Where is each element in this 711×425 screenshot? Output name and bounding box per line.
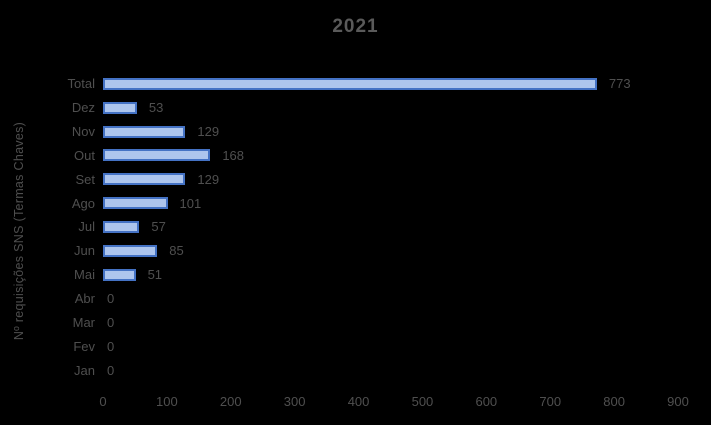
bar	[103, 197, 168, 210]
x-tick-label: 600	[475, 394, 498, 409]
value-label: 0	[107, 314, 115, 330]
x-tick-label: 700	[539, 394, 562, 409]
category-label: Jan	[74, 362, 95, 378]
category-label: Dez	[71, 100, 95, 116]
bar	[103, 101, 137, 114]
bar-row: Set 129	[0, 167, 711, 191]
value-label: 0	[107, 338, 115, 354]
bar	[103, 268, 136, 281]
x-tick-label: 300	[283, 394, 306, 409]
bar-row: Fev 0	[0, 334, 711, 358]
chart-title: 2021	[332, 16, 379, 37]
bar-row: Total 773	[0, 72, 711, 96]
category-label: Nov	[71, 124, 95, 140]
category-label: Mar	[72, 314, 95, 330]
x-axis: 0 100 200 300 400 500 600 700 800 900	[0, 394, 711, 414]
bar	[103, 149, 211, 162]
plot-area: Total 773 Dez 53 Nov 129 Out 168 Set 129…	[0, 72, 711, 382]
category-label: Mai	[74, 267, 95, 283]
value-label: 0	[107, 362, 115, 378]
value-label: 57	[151, 219, 166, 235]
value-label: 101	[179, 195, 202, 211]
bar	[103, 125, 186, 138]
value-label: 51	[147, 267, 163, 283]
value-label: 85	[169, 243, 184, 259]
bar-row: Dez 53	[0, 96, 711, 120]
value-label: 129	[197, 171, 220, 187]
bar-row: Jul 57	[0, 215, 711, 239]
x-tick-label: 0	[99, 394, 107, 409]
bar-row: Out 168	[0, 144, 711, 168]
x-tick-label: 100	[156, 394, 178, 409]
x-tick-label: 500	[411, 394, 434, 409]
bar-row: Jan 0	[0, 358, 711, 382]
x-tick-label: 400	[347, 394, 370, 409]
category-label: Ago	[71, 195, 95, 211]
category-label: Set	[75, 171, 95, 187]
category-label: Fev	[73, 338, 95, 354]
category-label: Abr	[74, 291, 95, 307]
value-label: 0	[107, 291, 115, 307]
bar	[103, 173, 186, 186]
bar-row: Ago 101	[0, 191, 711, 215]
category-label: Jul	[78, 219, 95, 235]
bar-row: Jun 85	[0, 239, 711, 263]
bar-row: Nov 129	[0, 120, 711, 144]
x-tick-label: 800	[603, 394, 625, 409]
value-label: 53	[148, 100, 164, 116]
bar	[103, 244, 158, 257]
bar	[103, 220, 140, 233]
bar-row: Abr 0	[0, 287, 711, 311]
bar	[103, 77, 597, 90]
x-tick-label: 200	[219, 394, 242, 409]
value-label: 773	[608, 76, 631, 92]
value-label: 129	[197, 124, 220, 140]
category-label: Total	[67, 76, 95, 92]
category-label: Jun	[74, 243, 95, 259]
bar-row: Mar 0	[0, 310, 711, 334]
x-tick-label: 900	[667, 394, 689, 409]
bar-row: Mai 51	[0, 263, 711, 287]
value-label: 168	[222, 147, 245, 163]
category-label: Out	[74, 147, 95, 163]
